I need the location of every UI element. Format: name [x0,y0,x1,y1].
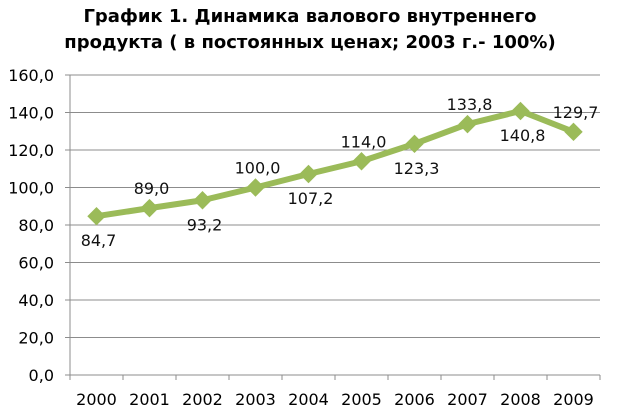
data-label: 93,2 [187,215,223,234]
y-tick-label: 80,0 [18,216,54,235]
x-tick-label: 2009 [553,390,594,409]
data-label: 114,0 [341,132,387,151]
y-tick-label: 20,0 [18,329,54,348]
data-point-marker [193,191,212,210]
data-label: 129,7 [553,103,599,122]
chart-title: График 1. Динамика валового внутреннего … [0,4,620,56]
y-tick-label: 0,0 [29,366,54,385]
data-labels: 84,7 89,0 93,2 100,0 107,2 114,0 123,3 133,8 140… [81,95,599,250]
x-tick-label: 2004 [288,390,329,409]
data-point-marker [405,134,424,154]
x-tick-label: 2006 [394,390,435,409]
y-tick-label: 40,0 [18,291,54,310]
x-tick-label: 2002 [182,390,223,409]
x-tick-label: 2007 [447,390,488,409]
x-tick-label: 2000 [76,390,117,409]
data-label: 89,0 [134,179,170,198]
data-point-marker [140,198,159,218]
data-point-marker [299,164,318,184]
x-tick-label: 2005 [341,390,382,409]
chart-title-line-2: продукта ( в постоянных ценах; 2003 г.- … [64,32,556,53]
x-tick-label: 2003 [235,390,276,409]
data-point-marker [246,178,265,197]
data-point-marker [352,152,371,171]
data-label: 84,7 [81,231,117,250]
data-point-marker [458,114,477,134]
data-label: 100,0 [235,159,281,178]
x-tick-label: 2008 [500,390,541,409]
y-tick-label: 140,0 [8,104,54,123]
chart-title-line-1: График 1. Динамика валового внутреннего [83,6,537,27]
y-tick-label: 60,0 [18,254,54,273]
gridlines [65,74,601,380]
series-line [93,108,577,220]
data-label: 123,3 [394,159,440,178]
data-label: 107,2 [288,189,334,208]
y-tick-label: 120,0 [8,141,54,160]
y-tick-label: 100,0 [8,179,54,198]
data-point-marker [511,101,530,121]
x-axis-tick-labels: 2000 2001 2002 2003 2004 2005 2006 2007 2008 2009 [76,390,594,409]
gdp-series [87,101,583,226]
x-tick-label: 2001 [129,390,170,409]
data-point-marker [564,122,583,142]
data-label: 133,8 [447,95,493,114]
data-point-marker [87,206,106,226]
y-tick-label: 160,0 [8,66,54,85]
y-axis-tick-labels: 0,0 20,0 40,0 60,0 80,0 100,0 120,0 140,0 160,0 [8,66,54,385]
data-label: 140,8 [500,126,546,145]
